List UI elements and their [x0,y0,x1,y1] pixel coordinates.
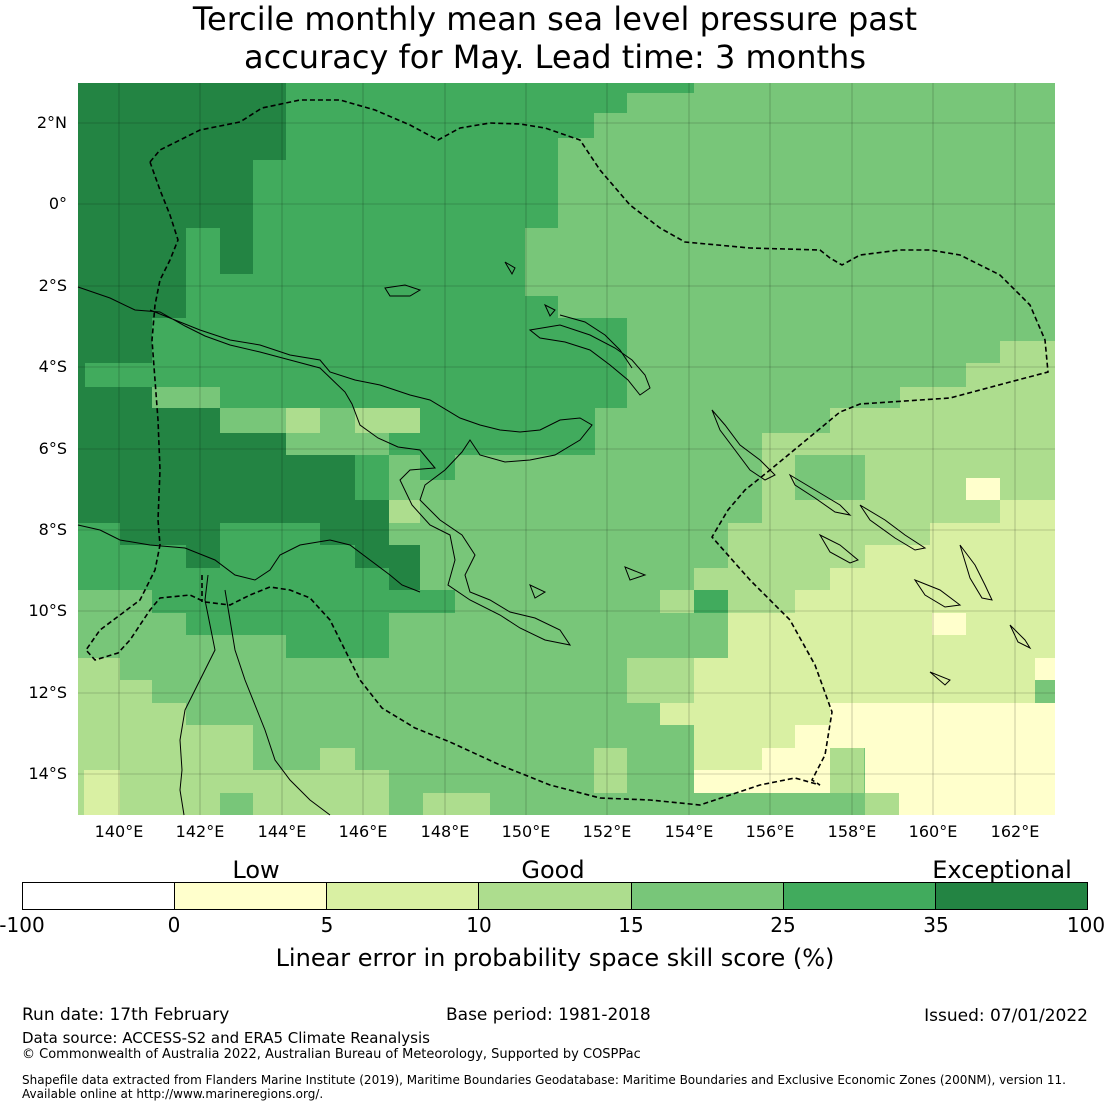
lat-label: 12°S [28,683,67,702]
data-source: Data source: ACCESS-S2 and ERA5 Climate … [22,1029,430,1047]
solomons-coast [859,504,927,551]
colorbar-tick: 15 [618,913,644,937]
lat-label: 10°S [28,601,67,620]
raster-zone-low [694,703,1055,815]
raster-cell-moderate [594,748,627,793]
base-period: Base period: 1981-2018 [446,1005,651,1025]
colorbar-label: Linear error in probability space skill … [275,944,835,972]
skill-score-map [77,83,1055,816]
legend-category-low: Low [232,856,280,884]
colorbar-segment [23,883,176,909]
colorbar-tick: 35 [923,913,949,937]
shapefile-credit: Shapefile data extracted from Flanders M… [22,1073,1066,1087]
colorbar-segment [175,883,328,909]
legend-category-good: Good [521,856,585,884]
shapefile-url: Available online at http://www.marinereg… [22,1087,324,1101]
eez-boundary [84,99,1049,806]
run-date: Run date: 17th February [22,1005,230,1025]
colorbar-tick: 10 [466,913,492,937]
raster-zone-very-good-north [85,83,694,480]
lon-label: 154°E [664,822,714,841]
lon-label: 160°E [908,822,958,841]
title-line-2: accuracy for May. Lead time: 3 months [243,38,866,76]
colorbar-segment [327,883,480,909]
lat-label: 2°S [38,276,67,295]
solomons-coast [959,544,993,601]
new-ireland-coast [559,314,633,369]
colorbar-tick: -100 [0,913,45,937]
raster-cell-very-good [355,455,389,500]
issued-date: Issued: 07/01/2022 [924,1006,1088,1026]
raster-cell-moderate [355,408,420,433]
png-south-coast [77,524,421,593]
map-title: Tercile monthly mean sea level pressure … [0,0,1110,76]
raster-cell-low [1035,658,1055,680]
legend-category-exceptional: Exceptional [932,856,1072,884]
new-britain-coast [528,324,651,396]
solomons-coast [913,578,962,608]
raster-cell-moderate [660,590,694,613]
lon-label: 140°E [94,822,144,841]
raster-zone-moderate-east [694,341,1055,613]
colorbar-tick: 100 [1066,913,1106,937]
lat-label: 4°S [38,357,67,376]
raster-cell-moderate [423,793,490,815]
lat-label: 0° [48,194,67,213]
colorbar-segment [479,883,632,909]
lat-label: 8°S [38,520,67,539]
raster-cell-moderate [627,658,694,703]
colorbar-segment [631,883,784,909]
colorbar-tick: 25 [770,913,796,937]
solomons-coast [788,473,852,516]
lon-label: 152°E [582,822,632,841]
raster-cell-fair [84,770,120,815]
raster-cell-low [966,478,1000,500]
raster-cell-moderate [286,408,320,433]
lat-label: 6°S [38,439,67,458]
cape-york-east [224,589,331,816]
raster-cell-moderate [865,793,899,815]
lon-label: 144°E [257,822,307,841]
lon-label: 148°E [420,822,470,841]
coastlines [77,261,1032,816]
title-line-1: Tercile monthly mean sea level pressure … [192,0,918,38]
raster-cell-very-good [595,363,627,408]
graticule [78,83,1055,815]
lon-label: 142°E [175,822,225,841]
colorbar [22,882,1088,910]
raster-cell-moderate [389,500,420,523]
lon-label: 156°E [745,822,795,841]
raster-cell-good [220,793,253,815]
lon-label: 158°E [827,822,877,841]
raster-zone-moderate-southwest [78,658,389,815]
raster-cell-moderate [830,748,864,793]
solomons-coast [818,533,859,564]
raster-zone-fair [660,500,1055,770]
lon-label: 162°E [990,822,1040,841]
raster-cell-good [795,455,865,500]
lon-label: 150°E [501,822,551,841]
colorbar-tick: 0 [167,913,181,937]
islands [384,261,1032,686]
colorbar-segment [935,883,1087,909]
lat-label: 2°N [36,113,67,132]
raster-cell-very-good [694,590,728,613]
new-guinea-coast [77,286,593,646]
eez-png-boundary [84,99,1049,806]
copyright: © Commonwealth of Australia 2022, Austra… [22,1047,641,1062]
skill-raster [78,83,1055,815]
raster-cell-low [932,613,966,635]
lon-label: 146°E [338,822,388,841]
raster-zone-exceptional [78,83,420,590]
cape-york-coast [179,574,216,816]
lat-label: 14°S [28,764,67,783]
bougainville-coast [711,409,776,481]
colorbar-tick: 5 [320,913,334,937]
colorbar-segment [783,883,936,909]
